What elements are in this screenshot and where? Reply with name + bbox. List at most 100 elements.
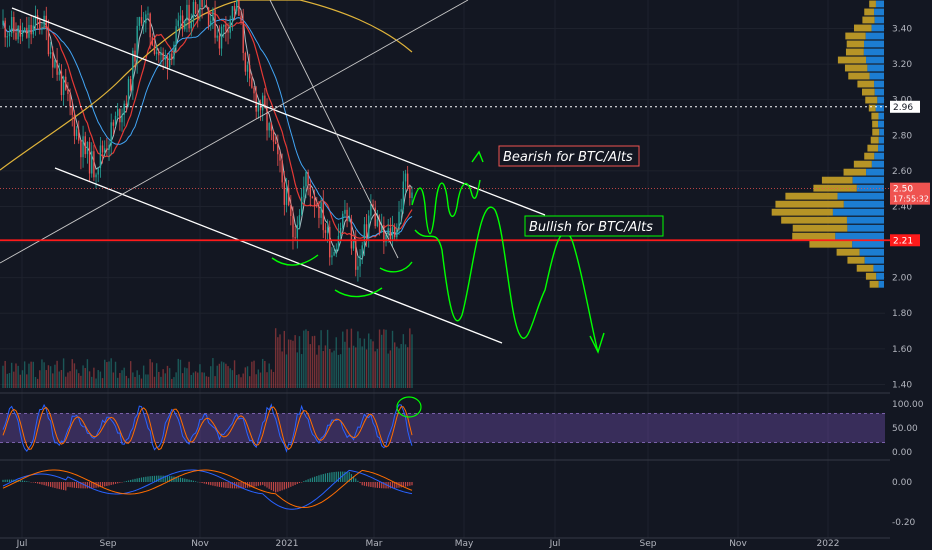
candle-body <box>104 148 106 153</box>
candle-body <box>32 25 34 35</box>
macd-histogram-bar <box>130 479 132 482</box>
vp-bar-down <box>872 120 879 128</box>
candle-body <box>41 27 43 29</box>
candle-body <box>108 145 110 150</box>
macd-histogram-bar <box>26 481 28 482</box>
volume-bar <box>274 328 277 388</box>
vp-bar-down <box>809 240 853 248</box>
volume-bar <box>142 365 145 388</box>
candle-body <box>67 89 69 95</box>
candle-body <box>194 1 197 14</box>
candle-body <box>238 0 240 16</box>
volume-bar <box>10 362 13 388</box>
candle-body <box>140 17 143 24</box>
volume-bar <box>114 361 117 388</box>
vp-bar-up <box>852 240 884 248</box>
volume-bar <box>158 371 160 388</box>
candle-body <box>231 6 234 19</box>
vp-bar-up <box>867 64 884 72</box>
candle-body <box>290 205 292 217</box>
vp-bar-down <box>837 56 867 64</box>
macd-histogram-bar <box>164 475 166 482</box>
volume-bar <box>316 354 318 388</box>
candle-body <box>277 143 279 155</box>
volume-bar <box>80 375 82 388</box>
candle-body <box>361 245 363 256</box>
macd-histogram-bar <box>134 478 136 482</box>
volume-bar <box>162 369 164 388</box>
candle-body <box>344 209 346 214</box>
volume-bar <box>400 344 402 388</box>
macd-histogram-bar <box>409 482 411 486</box>
volume-bar <box>62 358 65 388</box>
macd-histogram-bar <box>272 482 275 492</box>
macd-histogram-bar <box>292 482 294 486</box>
candle-body <box>21 31 24 37</box>
channel-upper-line <box>11 7 546 216</box>
macd-histogram-bar <box>279 482 281 492</box>
macd-histogram-bar <box>194 481 197 482</box>
macd-histogram-bar <box>242 482 244 489</box>
candle-body <box>123 103 125 115</box>
volume-bar <box>246 366 249 388</box>
volume-bar <box>287 339 290 388</box>
candle-body <box>387 228 389 235</box>
volume-bar <box>303 330 305 388</box>
macd-histogram-bar <box>78 482 80 489</box>
macd-histogram-bar <box>199 482 201 483</box>
candle-body <box>248 65 251 79</box>
macd-histogram-bar <box>132 479 134 482</box>
volume-bar <box>355 347 357 388</box>
volume-bar <box>309 344 311 388</box>
candle-body <box>45 15 47 29</box>
volume-bar <box>313 335 316 388</box>
candle-body <box>30 24 32 35</box>
macd-histogram-bar <box>207 482 210 485</box>
vp-bar-up <box>875 104 884 112</box>
volume-bar <box>393 342 396 388</box>
volume-bars <box>2 328 413 388</box>
volume-bar <box>155 363 158 388</box>
vp-bar-up <box>871 24 884 32</box>
macd-histogram-bar <box>337 471 340 482</box>
candle-body <box>82 136 84 158</box>
volume-bar <box>266 372 268 388</box>
volume-bar <box>125 375 128 388</box>
macd-histogram-bar <box>110 482 112 485</box>
volume-bar <box>127 378 130 388</box>
volume-bar <box>86 359 89 388</box>
candle-body <box>320 202 322 218</box>
candle-body <box>335 249 337 253</box>
candle-body <box>75 129 78 137</box>
volume-bar <box>396 346 398 388</box>
volume-bar <box>15 363 17 388</box>
macd-histogram-bar <box>11 479 13 482</box>
candle-body <box>28 24 30 38</box>
macd-histogram-bar <box>288 482 290 488</box>
volume-bar <box>207 376 210 388</box>
ma-long-line <box>2 17 413 239</box>
candle-body <box>197 13 199 17</box>
volume-bar <box>251 361 253 388</box>
candle-body <box>97 167 99 175</box>
volume-bar <box>30 361 32 388</box>
volume-bar <box>110 358 112 388</box>
vp-bar-up <box>874 152 884 160</box>
ref-price-tag-text: 2.96 <box>893 103 913 113</box>
vp-bar-up <box>875 0 884 8</box>
macd-histogram-bar <box>216 482 218 487</box>
candle-body <box>396 229 398 238</box>
macd-histogram-bar <box>188 479 190 482</box>
macd-histogram-bar <box>32 482 34 483</box>
macd-histogram-bar <box>147 476 149 482</box>
volume-bar <box>171 378 173 388</box>
volume-bar <box>248 376 251 388</box>
macd-histogram-bar <box>220 482 223 488</box>
candle-body <box>181 15 184 30</box>
volume-bar <box>376 348 379 388</box>
macd-histogram-bar <box>43 482 45 486</box>
candle-body <box>15 32 17 40</box>
candle-body <box>168 53 171 68</box>
macd-histogram-bar <box>149 476 151 482</box>
